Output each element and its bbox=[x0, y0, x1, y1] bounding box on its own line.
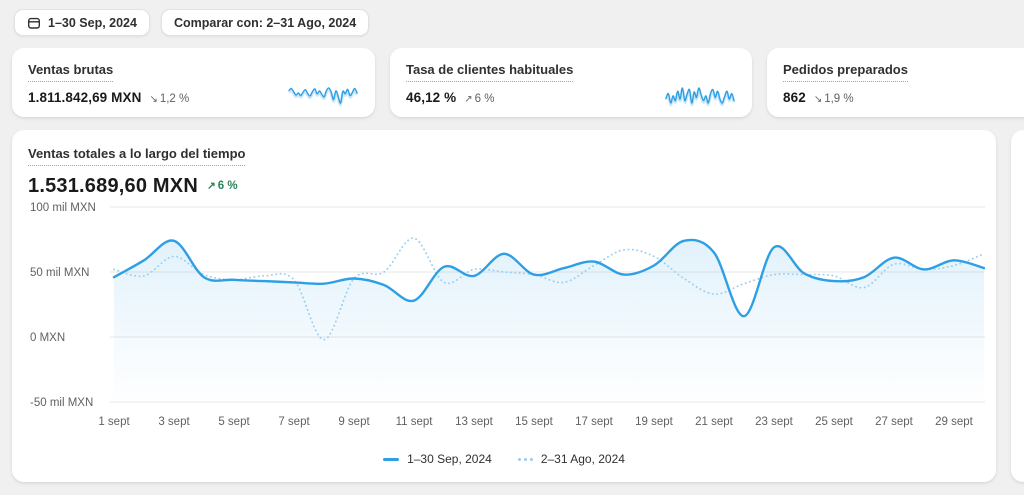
compare-button[interactable]: Comparar con: 2–31 Ago, 2024 bbox=[160, 9, 370, 36]
current-series-area bbox=[114, 239, 984, 406]
x-axis-label: 29 sept bbox=[935, 416, 974, 428]
date-range-label: 1–30 Sep, 2024 bbox=[48, 15, 137, 30]
x-axis-label: 7 sept bbox=[278, 416, 310, 428]
solid-line-swatch bbox=[383, 457, 400, 461]
y-axis-label: -50 mil MXN bbox=[30, 397, 93, 409]
y-axis-label: 0 MXN bbox=[30, 332, 65, 344]
metric-title-clientes-habituales[interactable]: Tasa de clientes habituales bbox=[406, 62, 574, 82]
metric-value-pedidos-preparados: 862 bbox=[783, 89, 806, 105]
x-axis-label: 15 sept bbox=[515, 416, 554, 428]
x-axis-label: 9 sept bbox=[338, 416, 370, 428]
current-series-line bbox=[112, 238, 985, 318]
compare-label: Comparar con: 2–31 Ago, 2024 bbox=[173, 15, 357, 30]
metric-delta-clientes-habituales: ↗ 6 % bbox=[464, 92, 495, 105]
legend-label-previous: 2–31 Ago, 2024 bbox=[540, 452, 625, 466]
trend-down-icon: ↘ bbox=[149, 93, 158, 105]
chart-total-value: 1.531.689,60 MXN bbox=[28, 174, 198, 197]
x-axis-label: 13 sept bbox=[455, 416, 494, 428]
sparkline-ventas-brutas bbox=[287, 87, 359, 107]
x-axis-label: 19 sept bbox=[635, 416, 674, 428]
chart-delta-badge: ↗ 6 % bbox=[206, 180, 238, 193]
dotted-line-swatch bbox=[517, 457, 533, 461]
metric-title-ventas-brutas[interactable]: Ventas brutas bbox=[28, 62, 114, 82]
metric-card-pedidos-preparados: Pedidos preparados 862 ↘ 1,9 % bbox=[767, 48, 1024, 117]
x-axis-label: 1 sept bbox=[98, 416, 130, 428]
x-axis-label: 23 sept bbox=[755, 416, 794, 428]
filter-bar: 1–30 Sep, 2024 Comparar con: 2–31 Ago, 2… bbox=[14, 9, 370, 36]
trend-up-icon: ↗ bbox=[206, 180, 216, 193]
y-axis-label: 100 mil MXN bbox=[30, 202, 96, 214]
chart-legend: 1–30 Sep, 2024 2–31 Ago, 2024 bbox=[12, 452, 996, 466]
metric-card-clientes-habituales: Tasa de clientes habituales 46,12 % ↗ 6 … bbox=[390, 48, 752, 117]
metric-value-clientes-habituales: 46,12 % bbox=[406, 89, 457, 105]
trend-down-icon: ↘ bbox=[813, 93, 823, 105]
metric-delta-pedidos-preparados: ↘ 1,9 % bbox=[813, 92, 854, 105]
legend-label-current: 1–30 Sep, 2024 bbox=[407, 452, 492, 466]
legend-item-current[interactable]: 1–30 Sep, 2024 bbox=[383, 452, 492, 466]
date-range-button[interactable]: 1–30 Sep, 2024 bbox=[14, 9, 150, 36]
metric-card-ventas-brutas: Ventas brutas 1.811.842,69 MXN ↘ 1,2 % bbox=[12, 48, 375, 117]
x-axis-label: 11 sept bbox=[396, 416, 434, 428]
x-axis-label: 3 sept bbox=[158, 416, 190, 428]
sparkline-clientes-habituales bbox=[664, 87, 736, 107]
x-axis-label: 25 sept bbox=[815, 416, 854, 428]
y-axis-label: 50 mil MXN bbox=[30, 267, 89, 279]
chart-title[interactable]: Ventas totales a lo largo del tiempo bbox=[28, 146, 246, 166]
trend-up-icon: ↗ bbox=[464, 93, 473, 105]
legend-item-previous[interactable]: 2–31 Ago, 2024 bbox=[517, 452, 625, 466]
metric-value-ventas-brutas: 1.811.842,69 MXN bbox=[28, 89, 142, 105]
x-axis-label: 21 sept bbox=[695, 416, 734, 428]
x-axis-label: 17 sept bbox=[575, 416, 614, 428]
x-axis-label: 27 sept bbox=[875, 416, 914, 428]
next-card-partial bbox=[1011, 130, 1024, 482]
metric-delta-ventas-brutas: ↘ 1,2 % bbox=[149, 92, 190, 105]
metric-title-pedidos-preparados[interactable]: Pedidos preparados bbox=[783, 62, 908, 82]
sales-line-chart[interactable]: 100 mil MXN 50 mil MXN 0 MXN -50 mil MXN 1 s… bbox=[24, 198, 985, 438]
previous-series-line bbox=[113, 237, 985, 341]
sales-over-time-card: Ventas totales a lo largo del tiempo 1.5… bbox=[12, 130, 996, 482]
x-axis-label: 5 sept bbox=[218, 416, 250, 428]
calendar-icon bbox=[27, 16, 41, 30]
